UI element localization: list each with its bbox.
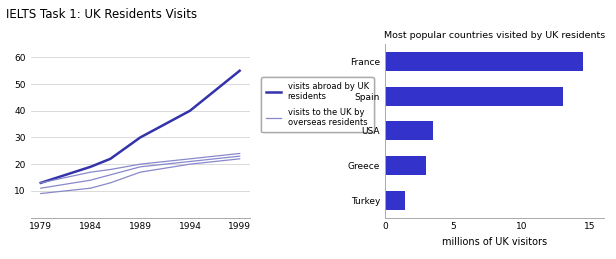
visits to the UK by
overseas residents — [87, 171, 94, 174]
Title: Most popular countries visited by UK residents: Most popular countries visited by UK res… — [384, 32, 605, 40]
visits to the UK by
overseas residents — [137, 163, 144, 166]
visits abroad by UK
residents — [236, 69, 243, 72]
Bar — [385, 156, 426, 175]
visits to the UK by
overseas residents — [107, 168, 114, 171]
Line: visits abroad by UK
residents: visits abroad by UK residents — [41, 71, 240, 183]
Bar — [385, 191, 405, 210]
visits to the UK by
overseas residents — [236, 152, 243, 155]
Bar — [385, 121, 432, 140]
visits abroad by UK
residents — [37, 181, 44, 184]
visits to the UK by
overseas residents — [37, 181, 44, 184]
Line: visits to the UK by
overseas residents: visits to the UK by overseas residents — [41, 154, 240, 183]
Legend: visits abroad by UK
residents, visits to the UK by
overseas residents: visits abroad by UK residents, visits to… — [261, 77, 374, 133]
visits abroad by UK
residents — [137, 136, 144, 139]
visits abroad by UK
residents — [186, 109, 193, 112]
Text: IELTS Task 1: UK Residents Visits: IELTS Task 1: UK Residents Visits — [6, 8, 197, 21]
Bar — [385, 87, 562, 106]
X-axis label: millions of UK visitors: millions of UK visitors — [442, 237, 547, 247]
visits to the UK by
overseas residents — [186, 157, 193, 160]
visits abroad by UK
residents — [107, 157, 114, 160]
visits abroad by UK
residents — [87, 165, 94, 168]
Bar — [385, 52, 583, 71]
